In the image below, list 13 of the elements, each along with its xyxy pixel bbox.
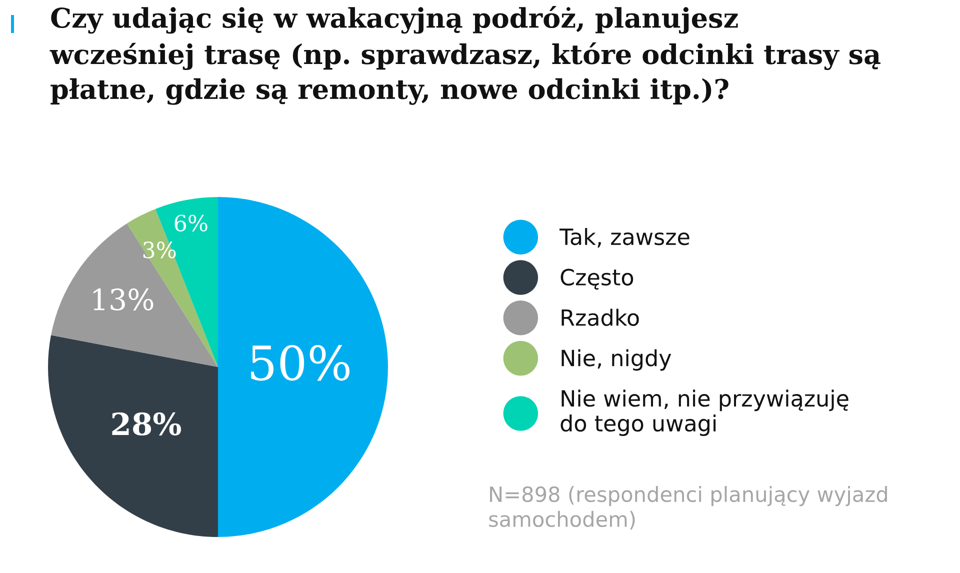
data-label: 13% — [94, 288, 154, 310]
legend-label: Nie, nigdy — [562, 349, 672, 371]
data-label: 50% — [251, 344, 350, 381]
pie-slice — [48, 335, 218, 537]
legend-label: Rzadko — [562, 308, 639, 326]
legend-label: Często — [560, 268, 634, 290]
pie-slice — [218, 197, 388, 537]
legend-label: Nie wiem, nie przywiązuję do tego uwagi — [560, 390, 848, 436]
data-label: 6% — [174, 214, 208, 232]
text: N=898 (respondenci planujący wyjazd samochodem) — [489, 486, 887, 530]
legend-label: Tak, zawsze — [559, 228, 690, 248]
chart-title: Czy udając się w wakacyjną podróż, planujesz wcześniej trasę (np. sprawdzasz, które odcinki trasy są płatne, gdzie są remonty, nowe odcinki itp.)? — [50, 6, 880, 105]
data-label: 28% — [112, 412, 181, 436]
